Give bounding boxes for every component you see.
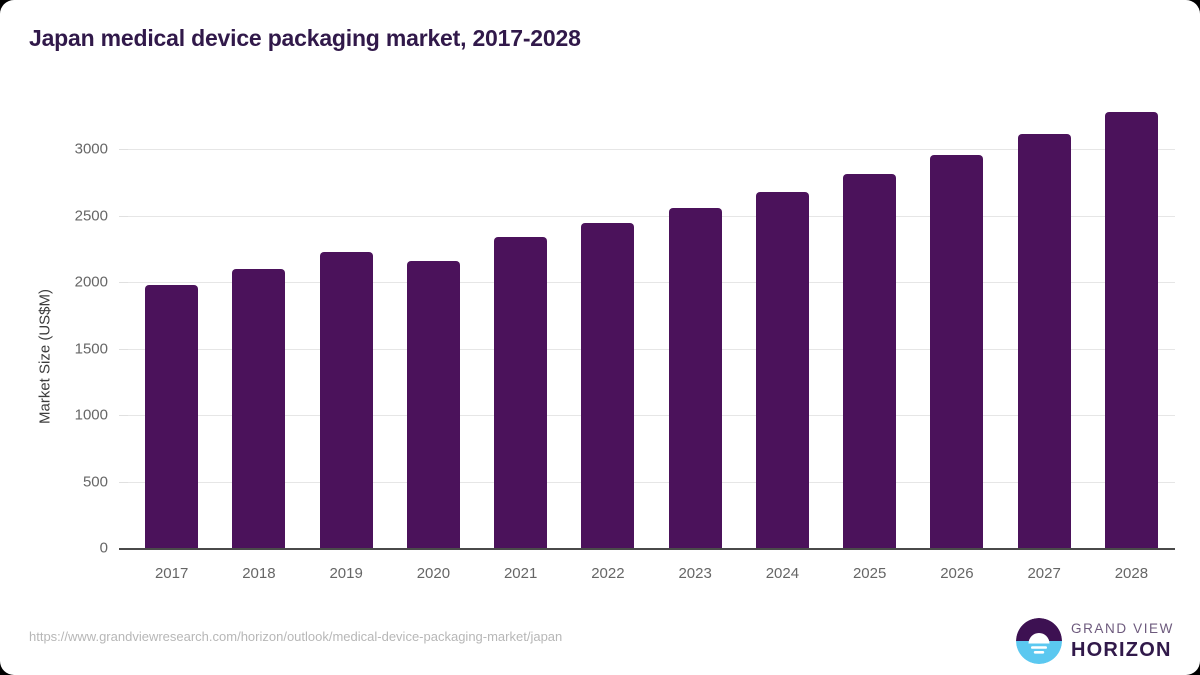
y-axis-tickmark (119, 415, 128, 416)
x-axis-tick-label-2026: 2026 (940, 565, 974, 582)
bar-2022[interactable] (581, 223, 635, 548)
y-axis-tickmark (119, 149, 128, 150)
x-axis-tick-label-2021: 2021 (503, 565, 538, 582)
page-title: Japan medical device packaging market, 2… (29, 25, 581, 51)
y-axis-tick-label: 2500 (74, 207, 108, 224)
horizon-logo-icon (1015, 618, 1062, 664)
x-axis-tick-label-2028: 2028 (1114, 565, 1149, 582)
y-axis-tick-label: 0 (99, 539, 108, 557)
y-axis-tickmark (119, 215, 128, 217)
x-axis-tick-label-2018: 2018 (242, 565, 276, 582)
x-axis-line (119, 548, 1175, 550)
y-axis-tick-label: 1000 (74, 406, 108, 424)
x-axis-tick-label-2024: 2024 (765, 565, 800, 582)
bar-2027[interactable] (1017, 134, 1071, 548)
x-axis-tick-label-2025: 2025 (852, 565, 887, 582)
y-axis-tick-label: 1500 (74, 340, 108, 357)
logo-top-text: GRAND VIEW (1070, 621, 1174, 637)
gridline (128, 481, 1175, 483)
bar-2018[interactable] (232, 268, 286, 548)
x-axis-tick-label-2020: 2020 (416, 565, 451, 582)
y-axis-tick-label: 2000 (74, 273, 108, 291)
y-axis-tick-label: 500 (82, 473, 108, 490)
x-axis-tick-label-2017: 2017 (154, 565, 189, 582)
bar-2020[interactable] (406, 261, 460, 548)
bar-2021[interactable] (494, 237, 548, 548)
y-axis-tickmark (119, 481, 128, 483)
bar-2026[interactable] (930, 154, 984, 548)
gridline (128, 215, 1175, 217)
y-axis-tickmark (119, 348, 128, 350)
gridline (128, 282, 1175, 283)
bar-2024[interactable] (755, 191, 809, 548)
logo-wordmark: GRAND VIEW HORIZON (1071, 622, 1174, 660)
bar-2025[interactable] (843, 173, 897, 548)
source-url[interactable]: https://www.grandviewresearch.com/horizo… (29, 629, 563, 644)
bar-2017[interactable] (145, 285, 199, 548)
bar-2028[interactable] (1104, 111, 1158, 548)
bar-2019[interactable] (319, 252, 373, 548)
x-axis-tick-label-2019: 2019 (329, 565, 363, 582)
x-axis-tick-label-2023: 2023 (678, 565, 712, 582)
bar-2023[interactable] (668, 208, 722, 548)
y-axis-tick-label: 3000 (74, 140, 108, 158)
x-axis-tick-label-2027: 2027 (1027, 565, 1061, 582)
x-axis-tick-label-2022: 2022 (591, 565, 625, 582)
gridline (128, 415, 1175, 416)
logo-bottom-text: HORIZON (1070, 638, 1172, 661)
grand-view-horizon-logo: GRAND VIEW HORIZON (1015, 617, 1174, 665)
y-axis-tickmark (119, 282, 128, 283)
gridline (128, 149, 1175, 150)
gridline (128, 348, 1175, 350)
